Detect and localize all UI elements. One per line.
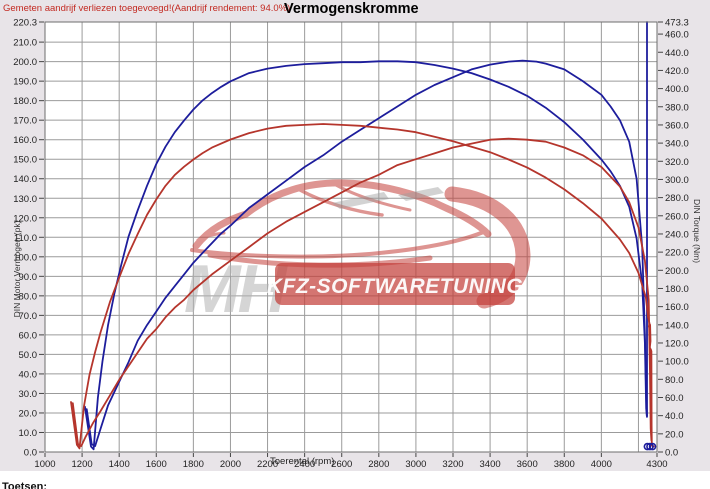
watermark-logo: MH KFZ-SOFTWARETUNING (184, 179, 531, 327)
y-left-tick-label: 30.0 (19, 389, 38, 400)
page-title: Vermogenskromme (284, 1, 419, 17)
y-right-tick-label: 320.0 (665, 157, 689, 168)
x-tick-label: 2200 (257, 459, 278, 470)
y-right-tick-label: 200.0 (665, 266, 689, 277)
y-left-tick-label: 80.0 (19, 291, 38, 302)
y-right-tick-label: 400.0 (665, 84, 689, 95)
x-tick-label: 4000 (591, 459, 612, 470)
y-right-tick-label: 460.0 (665, 30, 689, 41)
y-left-tick-label: 180.0 (13, 96, 37, 107)
x-tick-label: 2600 (331, 459, 352, 470)
plot-border (44, 21, 658, 453)
x-tick-label: 3600 (517, 459, 538, 470)
y-left-tick-label: 50.0 (19, 350, 38, 361)
x-axis-label: Toerental (rpm) (270, 456, 335, 467)
end-marker (643, 442, 652, 451)
y-right-tick-label: 360.0 (665, 120, 689, 131)
y-right-tick-label: 80.0 (665, 375, 684, 386)
series-power-before-pk (71, 137, 653, 448)
y-right-tick-label: 140.0 (665, 320, 689, 331)
y-left-tick-label: 20.0 (19, 408, 38, 419)
y-right-tick-label: 60.0 (665, 393, 684, 404)
y-left-tick-label: 70.0 (19, 311, 38, 322)
x-tick-label: 1400 (109, 459, 130, 470)
y-left-tick-label: 190.0 (13, 77, 37, 88)
series-power-after-pk (85, 59, 648, 448)
y-right-tick-label: 160.0 (665, 302, 689, 313)
watermark-brand: KFZ-SOFTWARETUNING (267, 275, 523, 298)
y-left-tick-label: 10.0 (19, 428, 38, 439)
y-left-tick-label: 120.0 (13, 213, 37, 224)
y-right-tick-label: 473.3 (665, 18, 689, 29)
y-right-tick-label: 300.0 (665, 175, 689, 186)
y-right-tick-label: 440.0 (665, 48, 689, 59)
y-right-tick-label: 180.0 (665, 284, 689, 295)
car-gray-accents (332, 187, 444, 209)
y-left-tick-label: 130.0 (13, 194, 37, 205)
footer-strip: Toetsen: (0, 471, 710, 489)
x-tick-label: 3400 (480, 459, 501, 470)
y-left-tick-label: 200.0 (13, 57, 37, 68)
x-tick-label: 1800 (183, 459, 204, 470)
x-tick-label: 2400 (294, 459, 315, 470)
brand-banner (275, 263, 515, 305)
y-left-tick-label: 210.0 (13, 38, 37, 49)
y-left-tick-label: 170.0 (13, 116, 37, 127)
y-left-tick-label: 90.0 (19, 272, 38, 283)
y-left-tick-label: 110.0 (14, 233, 37, 244)
y-left-tick-label: 60.0 (19, 330, 38, 341)
y-right-tick-label: 120.0 (665, 338, 689, 349)
y-left-tick-label: 40.0 (19, 369, 38, 380)
y-left-tick-label: 220.3 (13, 18, 37, 29)
x-tick-label: 1200 (72, 459, 93, 470)
y-left-tick-label: 140.0 (13, 174, 37, 185)
status-text: Gemeten aandrijf verliezen toegevoegd!(A… (3, 3, 291, 14)
y-axis-label-left: DIN Motor Vermogen (pk) (12, 220, 22, 318)
y-right-tick-label: 280.0 (665, 193, 689, 204)
x-tick-label: 1600 (146, 459, 167, 470)
y-left-tick-label: 100.0 (13, 252, 37, 263)
y-right-tick-label: 20.0 (665, 429, 684, 440)
x-tick-label: 4300 (646, 459, 667, 470)
y-right-tick-label: 260.0 (665, 211, 689, 222)
y-left-tick-label: 0.0 (24, 448, 37, 459)
y-right-tick-label: 40.0 (665, 411, 684, 422)
y-right-tick-label: 100.0 (665, 357, 689, 368)
y-right-tick-label: 380.0 (665, 102, 689, 113)
y-left-tick-label: 150.0 (13, 155, 37, 166)
y-right-tick-label: 420.0 (665, 66, 689, 77)
series-torque-after-nm (84, 60, 648, 451)
x-tick-label: 2800 (368, 459, 389, 470)
end-marker (648, 442, 657, 451)
y-right-tick-label: 240.0 (665, 229, 689, 240)
x-tick-label: 2000 (220, 459, 241, 470)
y-left-tick-label: 160.0 (13, 135, 37, 146)
x-tick-label: 3800 (554, 459, 575, 470)
y-right-tick-label: 0.0 (665, 448, 678, 459)
y-right-tick-label: 220.0 (665, 248, 689, 259)
y-right-tick-label: 340.0 (665, 139, 689, 150)
end-marker (646, 442, 654, 451)
x-tick-label: 1000 (34, 459, 55, 470)
x-tick-label: 3200 (442, 459, 463, 470)
y-axis-label-right: DIN Torque (Nm) (692, 198, 702, 264)
footer-label: Toetsen: (2, 481, 48, 489)
x-tick-label: 3000 (405, 459, 426, 470)
